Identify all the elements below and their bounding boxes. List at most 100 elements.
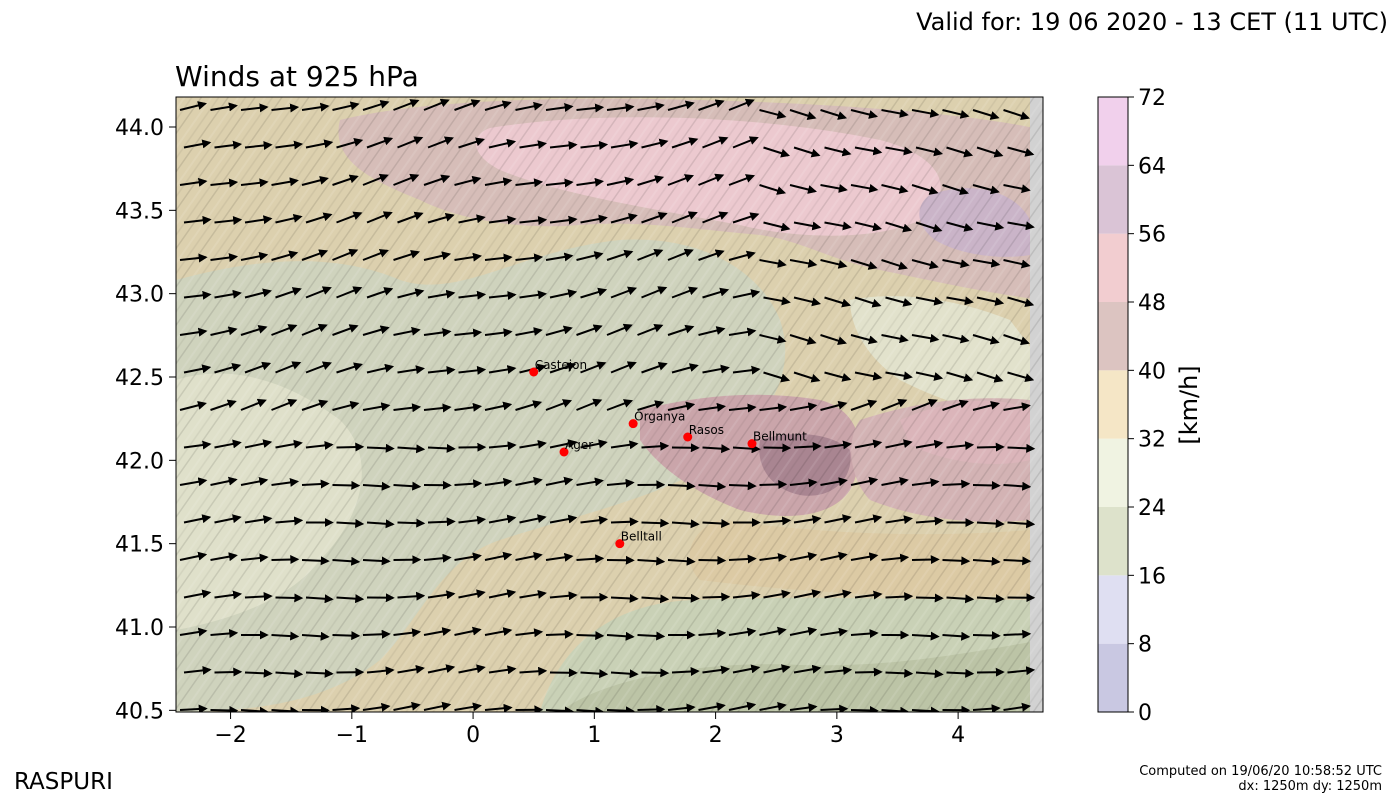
wind-arrow [698,481,727,491]
wind-arrow [881,553,910,563]
wind-arrow [1007,519,1036,529]
wind-arrow [793,515,822,524]
wind-arrow [1007,146,1035,157]
wind-arrow [305,361,332,374]
wind-arrow [702,519,731,529]
wind-arrow [1003,629,1032,639]
wind-arrow [702,287,730,299]
wind-arrow [423,553,452,563]
wind-arrow [305,286,332,299]
y-tick-label: 44.0 [115,116,164,141]
wind-arrow [637,323,664,336]
wind-arrow [183,290,212,300]
wind-arrow [763,296,791,306]
colorbar-tick-label: 24 [1138,496,1166,521]
wind-arrow [240,398,267,411]
grid-resolution: dx: 1250m dy: 1250m [1238,779,1382,794]
wind-arrow [789,478,818,488]
wind-arrow [423,98,450,111]
wind-arrow [671,286,699,299]
wind-arrow [793,589,822,599]
wind-arrow [976,371,1004,383]
wind-arrow [366,287,394,299]
wind-arrow [515,178,544,188]
wind-arrow [275,516,304,526]
wind-arrow [911,706,940,712]
wind-arrow [671,593,700,603]
wind-arrow [484,328,513,338]
wind-arrow [637,400,665,411]
wind-arrow [606,176,635,186]
wind-arrow [763,221,791,232]
wind-arrow [179,101,207,111]
wind-arrow [854,146,883,156]
wind-arrow [763,516,792,526]
wind-arrow [484,253,513,263]
wind-arrow [976,146,1004,158]
wind-arrow [763,146,790,158]
wind-arrow [484,100,512,111]
wind-arrow [240,103,269,113]
wind-arrow [671,137,699,149]
wind-arrow [458,589,486,599]
wind-arrow [454,702,482,712]
wind-arrow [641,286,668,299]
wind-arrow [454,402,483,412]
computed-info: Computed on 19/06/20 10:58:52 UTC dx: 12… [1139,764,1382,794]
wind-arrow [824,146,852,157]
wind-arrow [667,703,696,712]
wind-arrow [519,216,548,226]
wind-arrow [728,327,757,337]
wind-arrow [332,631,361,641]
wind-arrow [915,221,943,233]
wind-arrow [732,136,759,149]
wind-arrow [427,289,456,299]
wind-arrow [423,174,451,186]
wind-arrow [179,327,208,337]
wind-arrow [732,664,761,674]
wind-arrow [789,109,817,120]
wind-arrow [854,590,883,600]
wind-arrow [210,628,239,638]
wind-arrow [606,103,635,113]
wind-arrow [244,361,272,374]
wind-arrow [576,251,604,261]
wind-arrow [946,594,975,604]
wind-arrow [1003,109,1030,121]
wind-arrow [728,403,757,413]
wind-arrow [667,248,694,261]
wind-arrow [214,362,242,374]
wind-arrow [942,479,971,489]
x-tick-label: 0 [466,723,480,748]
wind-arrow [454,252,482,262]
wind-arrow [606,323,633,336]
wind-arrow [915,371,944,381]
wind-arrow [214,590,243,600]
wind-arrow [484,477,513,487]
wind-arrow [244,215,273,225]
colorbar-tick-label: 72 [1138,86,1166,111]
wind-arrow [793,371,821,383]
wind-arrow [911,108,940,118]
wind-arrow [423,701,452,711]
wind-arrow [484,703,513,712]
wind-arrow [824,440,853,450]
wind-arrow [850,399,878,411]
wind-arrow [1003,556,1032,566]
wind-arrow [885,221,913,233]
wind-arrow [210,705,239,712]
wind-arrow [458,290,487,300]
wind-arrow [942,184,969,196]
wind-arrow [545,552,574,562]
wind-arrow [946,146,974,158]
x-tick-label: 2 [709,723,723,748]
wind-arrow [271,324,298,336]
wind-arrow [210,552,238,562]
wind-arrow [210,178,239,188]
wind-arrow [214,667,243,677]
wind-arrow [240,325,268,336]
wind-arrow [458,137,485,149]
wind-arrow [759,259,787,268]
wind-arrow [824,221,852,231]
wind-arrow [179,627,208,637]
